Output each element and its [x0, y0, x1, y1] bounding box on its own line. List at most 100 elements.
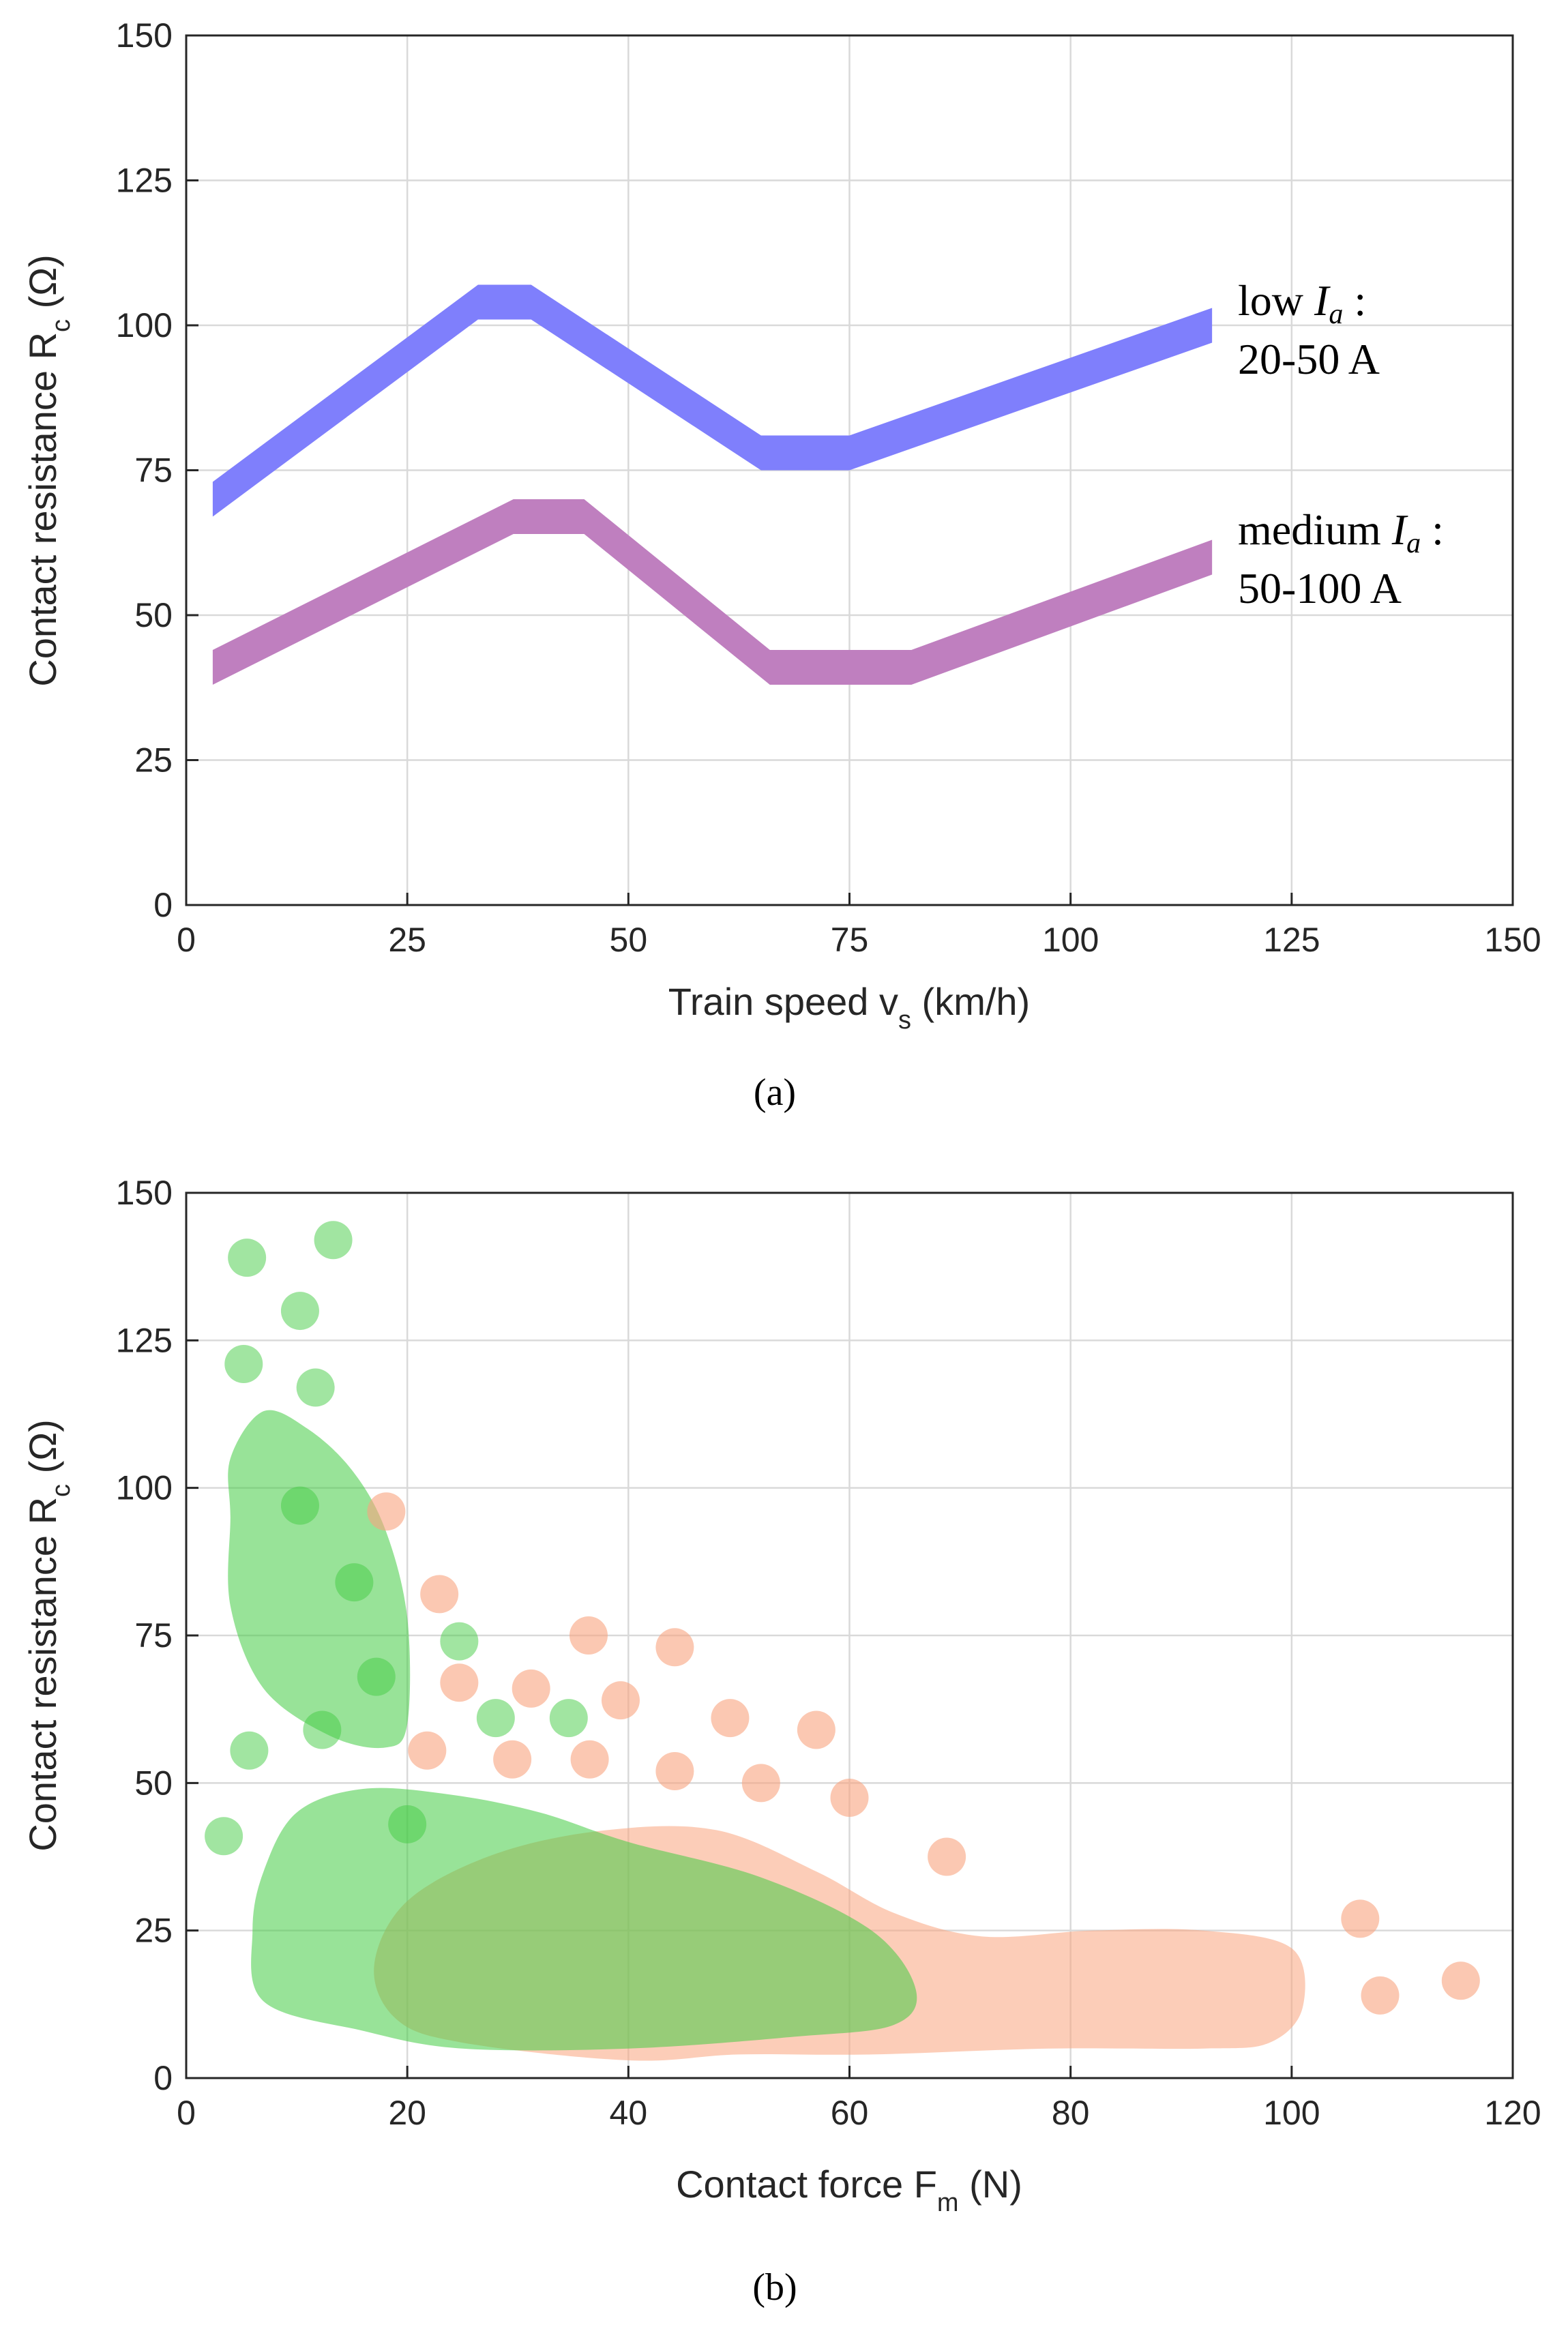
panel-b-y-tick-label: 25 [134, 1912, 173, 1950]
salmon-data-point [830, 1778, 869, 1817]
green-data-point [280, 1292, 319, 1331]
panel-a-gridlines [186, 35, 1513, 905]
panel-b-caption: (b) [752, 2266, 797, 2309]
panel-a-y-axis-label: Contact resistance Rc (Ω) [21, 254, 76, 687]
green-data-point [205, 1817, 243, 1856]
green-data-point [335, 1563, 374, 1602]
salmon-data-point [1361, 1976, 1400, 2015]
panel-b-y-label-text: Contact resistance R [21, 1497, 64, 1852]
series-label-medium-var: I [1391, 505, 1408, 554]
panel-b-x-tick-label: 80 [1052, 2094, 1090, 2132]
green-data-point [549, 1699, 588, 1738]
panel-a-x-tick-label: 125 [1263, 921, 1320, 959]
svg-text:medium Ia :: medium Ia : [1238, 505, 1444, 559]
series-label-low-var: I [1314, 276, 1331, 325]
panel-b-x-tick-label: 40 [610, 2094, 648, 2132]
salmon-data-point [655, 1752, 694, 1791]
panel-a-x-axis-label: Train speed vs (km/h) [668, 980, 1030, 1035]
green-data-point [440, 1622, 479, 1661]
green-data-point [314, 1221, 353, 1260]
panel-a-y-tick-label: 50 [134, 596, 173, 634]
panel-a-y-tick-label: 0 [153, 886, 173, 924]
green-data-point [476, 1699, 515, 1738]
salmon-data-point [493, 1740, 532, 1779]
salmon-data-point [655, 1628, 694, 1667]
panel-b-x-tick-label: 120 [1484, 2094, 1541, 2132]
panel-b-y-label-sub: c [47, 1484, 76, 1497]
panel-b-x-tick-label: 60 [831, 2094, 869, 2132]
green-region-lower [251, 1788, 917, 2051]
green-data-point [357, 1657, 396, 1696]
panel-b-ticks: 0 20 40 60 80 100 120 0 25 50 75 100 125 150 [116, 1174, 1541, 2132]
green-data-point [303, 1710, 342, 1749]
series-label-low-sub: a [1329, 299, 1343, 330]
salmon-data-point [569, 1616, 608, 1655]
panel-a-ticks: 0 25 50 75 100 125 150 0 25 50 75 100 125 150 [116, 16, 1541, 959]
green-data-point [388, 1805, 427, 1843]
panel-a-x-tick-label: 0 [177, 921, 196, 959]
panel-b-y-tick-label: 100 [116, 1469, 173, 1507]
panel-b-y-label-unit: (Ω) [21, 1419, 64, 1473]
panel-b-x-axis-label: Contact force Fm (N) [676, 2163, 1022, 2217]
panel-a-y-label-text: Contact resistance R [21, 332, 64, 687]
panel-a-y-label-unit: (Ω) [21, 254, 64, 308]
panel-b-x-label-text: Contact force F [676, 2163, 937, 2206]
series-label-low-prefix: low [1238, 276, 1314, 325]
green-data-point [296, 1368, 335, 1407]
panel-a-y-label-sub: c [47, 319, 76, 332]
panel-a-caption: (a) [754, 1071, 796, 1114]
salmon-data-point [797, 1710, 835, 1749]
panel-b-x-tick-label: 0 [177, 2094, 196, 2132]
salmon-data-point [711, 1699, 750, 1738]
panel-a-x-label-text: Train speed v [668, 980, 898, 1023]
salmon-data-point [601, 1681, 640, 1720]
panel-a-x-tick-label: 100 [1042, 921, 1099, 959]
green-region-upper [228, 1410, 411, 1749]
salmon-data-point [1341, 1899, 1380, 1938]
salmon-data-point [420, 1575, 459, 1614]
salmon-data-point [928, 1837, 966, 1876]
panel-a-y-tick-label: 75 [134, 451, 173, 490]
series-band-medium [212, 499, 1213, 685]
series-label-medium-range: 50-100 A [1238, 564, 1402, 612]
panel-a-y-tick-label: 25 [134, 741, 173, 780]
svg-text:low Ia :: low Ia : [1238, 276, 1366, 330]
panel-a-series [212, 284, 1213, 685]
panel-b-y-tick-label: 75 [134, 1616, 173, 1655]
panel-a-x-tick-label: 50 [610, 921, 648, 959]
panel-a-y-tick-label: 125 [116, 162, 173, 200]
panel-a-y-tick-label: 150 [116, 16, 173, 55]
panel-b-x-label-sub: m [937, 2189, 959, 2217]
panel-b-x-tick-label: 20 [388, 2094, 426, 2132]
salmon-data-point [440, 1663, 479, 1702]
panel-b-y-tick-label: 0 [153, 2059, 173, 2097]
series-band-low [212, 284, 1213, 517]
green-data-point [228, 1239, 267, 1277]
panel-b-points [205, 1221, 1480, 2015]
panel-a-y-tick-label: 100 [116, 306, 173, 344]
series-label-medium-prefix: medium [1238, 505, 1392, 554]
panel-a-x-label-sub: s [898, 1006, 911, 1035]
series-label-low-range: 20-50 A [1238, 335, 1380, 383]
panel-b-regions [228, 1410, 1305, 2061]
panel-a-x-label-unit: (km/h) [922, 980, 1031, 1023]
green-data-point [280, 1486, 319, 1525]
series-label-medium: medium Ia : 50-100 A [1238, 505, 1444, 612]
series-label-medium-sub: a [1406, 528, 1421, 559]
salmon-data-point [570, 1740, 609, 1779]
green-data-point [230, 1731, 269, 1770]
panel-b-y-tick-label: 50 [134, 1764, 173, 1802]
panel-b-x-tick-label: 100 [1263, 2094, 1320, 2132]
salmon-data-point [512, 1669, 550, 1708]
salmon-data-point [367, 1492, 406, 1531]
panel-a-x-tick-label: 150 [1484, 921, 1541, 959]
panel-a-x-tick-label: 25 [388, 921, 426, 959]
series-label-low-colon: : [1343, 276, 1366, 325]
salmon-data-point [741, 1764, 780, 1803]
panel-b-y-tick-label: 125 [116, 1321, 173, 1359]
panel-b-y-axis-label: Contact resistance Rc (Ω) [21, 1419, 76, 1852]
green-data-point [224, 1344, 263, 1383]
panel-a-x-tick-label: 75 [831, 921, 869, 959]
salmon-data-point [408, 1731, 447, 1770]
